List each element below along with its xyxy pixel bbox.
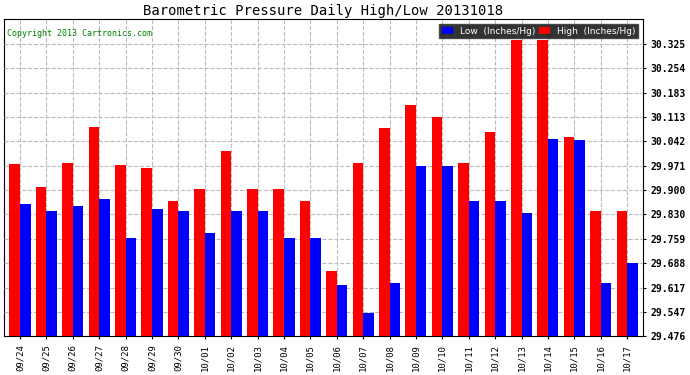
Bar: [538, 40, 548, 336]
Bar: [326, 271, 337, 336]
Bar: [432, 117, 442, 336]
Bar: [62, 164, 73, 336]
Bar: [152, 209, 163, 336]
Bar: [416, 166, 426, 336]
Bar: [337, 285, 347, 336]
Bar: [36, 187, 46, 336]
Bar: [257, 211, 268, 336]
Bar: [247, 189, 257, 336]
Bar: [205, 233, 215, 336]
Bar: [168, 201, 179, 336]
Bar: [299, 201, 310, 336]
Bar: [221, 151, 231, 336]
Text: Copyright 2013 Cartronics.com: Copyright 2013 Cartronics.com: [8, 29, 152, 38]
Bar: [141, 168, 152, 336]
Bar: [511, 40, 522, 336]
Bar: [88, 127, 99, 336]
Bar: [10, 164, 20, 336]
Bar: [99, 199, 110, 336]
Bar: [601, 283, 611, 336]
Title: Barometric Pressure Daily High/Low 20131018: Barometric Pressure Daily High/Low 20131…: [144, 4, 504, 18]
Bar: [46, 211, 57, 336]
Legend: Low  (Inches/Hg), High  (Inches/Hg): Low (Inches/Hg), High (Inches/Hg): [440, 24, 638, 38]
Bar: [522, 213, 532, 336]
Bar: [458, 164, 469, 336]
Bar: [310, 238, 321, 336]
Bar: [126, 238, 136, 336]
Bar: [390, 283, 400, 336]
Bar: [442, 166, 453, 336]
Bar: [548, 138, 558, 336]
Bar: [231, 211, 241, 336]
Bar: [73, 206, 83, 336]
Bar: [179, 211, 189, 336]
Bar: [627, 262, 638, 336]
Bar: [590, 211, 601, 336]
Bar: [564, 137, 574, 336]
Bar: [484, 132, 495, 336]
Bar: [495, 201, 506, 336]
Bar: [353, 164, 363, 336]
Bar: [284, 238, 295, 336]
Bar: [363, 312, 374, 336]
Bar: [469, 201, 480, 336]
Bar: [406, 105, 416, 336]
Bar: [273, 189, 284, 336]
Bar: [617, 211, 627, 336]
Bar: [574, 140, 585, 336]
Bar: [20, 204, 30, 336]
Bar: [194, 189, 205, 336]
Bar: [379, 128, 390, 336]
Bar: [115, 165, 126, 336]
